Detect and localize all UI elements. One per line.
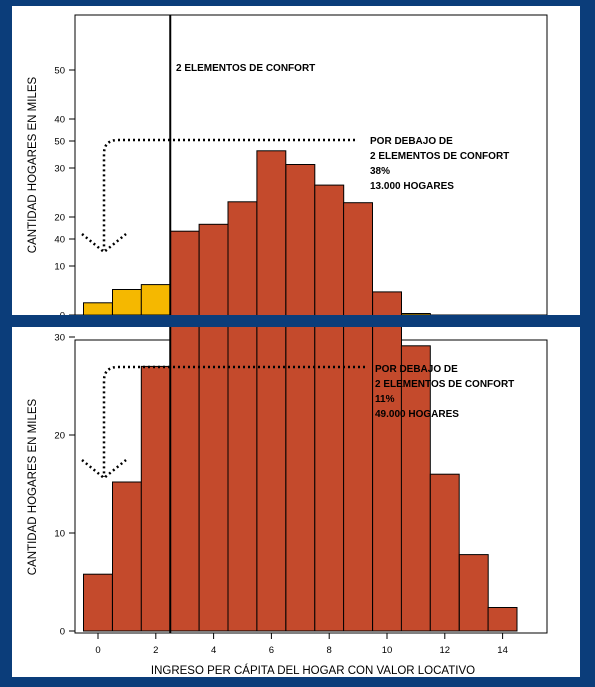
bottom-bar-4 [198, 223, 229, 632]
threshold-label: 2 ELEMENTOS DE CONFORT [176, 63, 315, 74]
bottom-y-axis-label: CANTIDAD HOGARES EN MILES [27, 398, 39, 575]
x-tick-label-4: 4 [211, 645, 216, 656]
top-bar-1 [112, 289, 142, 316]
bottom-y-axis: 0 10 20 30 40 50 [54, 137, 75, 638]
bottom-bar-7 [285, 164, 316, 632]
bottom-x-axis: 0 2 4 6 8 10 12 14 [95, 633, 508, 656]
bottom-bar-0 [83, 573, 113, 632]
bottom-annotation-line-4: 49.000 HOGARES [375, 409, 459, 420]
x-tick-label-10: 10 [382, 645, 393, 656]
bottom-y-tick-label-50: 50 [54, 137, 65, 148]
x-tick-label-0: 0 [95, 645, 100, 656]
bottom-bar-3 [169, 230, 200, 632]
top-y-tick-label-20: 20 [54, 213, 65, 224]
x-axis-label: INGRESO PER CÁPITA DEL HOGAR CON VALOR L… [151, 664, 475, 677]
bottom-y-tick-label-10: 10 [54, 529, 65, 540]
bottom-bar-13 [458, 554, 489, 632]
bottom-y-tick-label-0: 0 [60, 627, 65, 638]
bottom-bar-11 [400, 345, 431, 632]
bottom-y-tick-label-40: 40 [54, 235, 65, 246]
top-y-axis-label: CANTIDAD HOGARES EN MILES [27, 76, 39, 253]
top-y-tick-label-40: 40 [54, 115, 65, 126]
top-y-tick-label-10: 10 [54, 262, 65, 273]
bottom-bar-14 [487, 607, 518, 632]
bottom-bar-10 [372, 291, 403, 632]
bottom-bar-5 [227, 201, 258, 632]
bottom-bar-1 [112, 481, 142, 632]
top-bar-11 [400, 313, 431, 316]
top-bar-2 [140, 284, 171, 316]
panel-separator [0, 315, 595, 327]
top-bar-0 [83, 302, 113, 316]
x-tick-label-8: 8 [327, 645, 332, 656]
bottom-bar-8 [314, 184, 345, 632]
x-tick-label-12: 12 [440, 645, 451, 656]
top-annotation-line-2: 2 ELEMENTOS DE CONFORT [370, 151, 509, 162]
bottom-bar-6 [256, 150, 287, 632]
x-tick-label-14: 14 [497, 645, 508, 656]
bottom-annotation-line-1: POR DEBAJO DE [375, 364, 458, 375]
x-tick-label-6: 6 [269, 645, 274, 656]
top-annotation-line-4: 13.000 HOGARES [370, 181, 454, 192]
bottom-bar-2 [140, 365, 171, 632]
bottom-bar-9 [343, 202, 374, 632]
top-y-tick-label-50: 50 [54, 66, 65, 77]
bottom-annotation-line-2: 2 ELEMENTOS DE CONFORT [375, 379, 514, 390]
bottom-bar-12 [429, 473, 460, 632]
top-annotation-line-3: 38% [370, 166, 390, 177]
bottom-y-tick-label-20: 20 [54, 431, 65, 442]
bottom-annotation-line-3: 11% [375, 394, 395, 405]
top-annotation-line-1: POR DEBAJO DE [370, 136, 453, 147]
bottom-histogram [83, 150, 518, 632]
x-tick-label-2: 2 [153, 645, 158, 656]
top-y-tick-label-30: 30 [54, 164, 65, 175]
bottom-y-tick-label-30: 30 [54, 333, 65, 344]
